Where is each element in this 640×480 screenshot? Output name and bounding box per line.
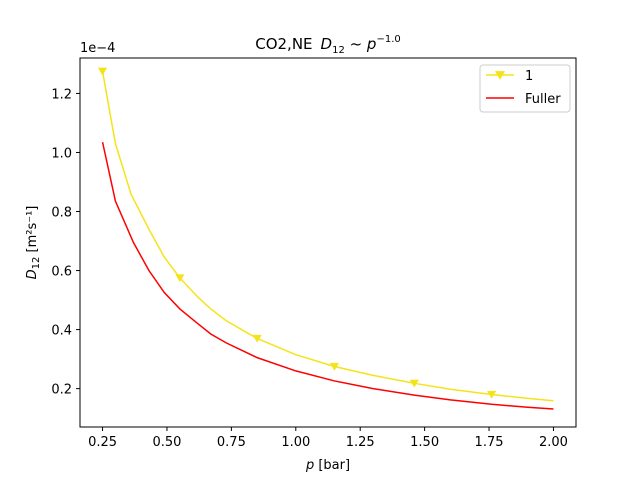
x-tick-label: 2.00 xyxy=(539,435,568,450)
legend-label-1: 1 xyxy=(525,69,533,84)
x-tick-label: 1.75 xyxy=(475,435,504,450)
series-layer xyxy=(97,67,554,410)
data-point xyxy=(329,362,340,371)
data-point xyxy=(486,390,497,399)
y-tick-label: 1.0 xyxy=(51,146,72,161)
data-point xyxy=(175,274,185,283)
y-tick-label: 0.6 xyxy=(51,265,72,280)
x-tick-label: 0.50 xyxy=(152,435,181,450)
y-tick-label: 0.2 xyxy=(51,383,72,398)
series-line-fuller xyxy=(101,141,554,410)
x-axis-label: p [bar] xyxy=(305,458,350,473)
ticks-layer: 0.25 0.50 0.75 1.00 1.25 1.50 1.75 2.00 0.2 0.4 0.… xyxy=(51,87,568,450)
y-tick-label: 0.4 xyxy=(51,324,72,339)
plot-frame xyxy=(79,57,577,428)
legend: 1 Fuller xyxy=(479,64,571,113)
x-tick-label: 1.00 xyxy=(281,435,310,450)
title-math-rest: ~ p xyxy=(345,35,377,53)
legend-label-fuller: Fuller xyxy=(525,92,561,107)
legend-frame xyxy=(479,64,571,113)
y-axis-label: D12 [m²s⁻¹] xyxy=(25,206,42,280)
x-axis-label-math: p xyxy=(305,458,314,473)
y-axis-label-rest: [m²s⁻¹] xyxy=(25,206,40,257)
data-point xyxy=(97,67,108,76)
x-tick-label: 1.25 xyxy=(346,435,375,450)
title-math: D xyxy=(321,35,333,53)
title-math-sup: −1.0 xyxy=(376,34,400,45)
series-line-1 xyxy=(101,71,554,402)
y-tick-label: 0.8 xyxy=(51,206,72,221)
title-math-sub: 12 xyxy=(332,45,345,56)
y-axis-label-sub: 12 xyxy=(31,257,42,270)
data-point xyxy=(409,379,419,388)
chart-title: CO2,NE D12 ~ p−1.0 xyxy=(255,34,401,56)
title-prefix: CO2,NE xyxy=(255,35,312,53)
y-tick-label: 1.2 xyxy=(51,87,72,102)
x-tick-label: 1.50 xyxy=(410,435,439,450)
legend-marker-1 xyxy=(494,71,506,80)
data-point xyxy=(252,334,262,343)
x-axis-label-rest: [bar] xyxy=(314,458,350,473)
x-tick-label: 0.75 xyxy=(217,435,246,450)
y-offset-text: 1e−4 xyxy=(80,41,115,56)
y-axis-label-math: D xyxy=(25,269,40,279)
x-tick-label: 0.25 xyxy=(88,435,117,450)
